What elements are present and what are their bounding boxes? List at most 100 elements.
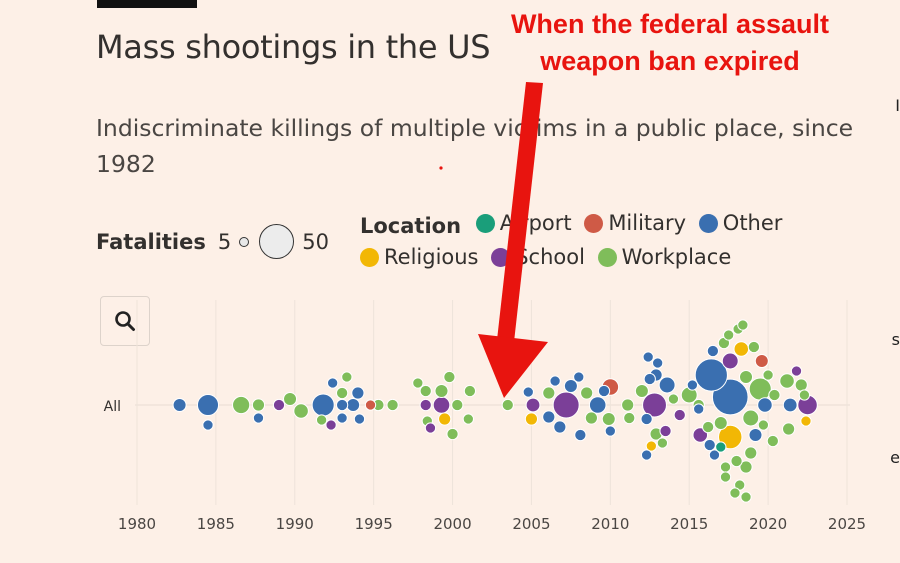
incident-point[interactable]	[658, 376, 676, 394]
incident-point[interactable]	[252, 412, 265, 424]
incident-point[interactable]	[522, 386, 534, 398]
incident-point[interactable]	[779, 373, 795, 389]
incident-point[interactable]	[757, 419, 770, 431]
incident-point[interactable]	[202, 419, 214, 431]
incident-point[interactable]	[748, 427, 763, 443]
incident-point[interactable]	[790, 365, 803, 377]
incident-point[interactable]	[693, 403, 705, 415]
incident-point[interactable]	[597, 384, 611, 398]
zoom-search-button[interactable]	[100, 296, 150, 346]
incident-point[interactable]	[443, 370, 456, 384]
incident-point[interactable]	[737, 319, 749, 331]
incident-point[interactable]	[782, 422, 796, 436]
incident-point[interactable]	[643, 372, 656, 386]
incident-point[interactable]	[438, 412, 452, 426]
incident-point[interactable]	[762, 369, 774, 381]
incident-point[interactable]	[621, 398, 635, 412]
incident-point[interactable]	[640, 449, 653, 461]
incident-point[interactable]	[739, 460, 753, 474]
incident-point[interactable]	[463, 384, 477, 398]
incident-point[interactable]	[325, 419, 337, 431]
incident-point[interactable]	[601, 411, 616, 427]
incident-point[interactable]	[719, 461, 732, 473]
incident-point[interactable]	[706, 344, 720, 358]
incident-point[interactable]	[283, 391, 298, 407]
incident-point[interactable]	[419, 398, 432, 412]
incident-point[interactable]	[293, 403, 309, 419]
incident-point[interactable]	[721, 352, 739, 370]
incident-point[interactable]	[640, 412, 653, 426]
incident-point[interactable]	[549, 375, 561, 387]
legend-item-military[interactable]: Military	[584, 208, 686, 239]
incident-point[interactable]	[742, 409, 760, 427]
incident-point[interactable]	[542, 410, 556, 424]
incident-point[interactable]	[703, 438, 716, 452]
incident-point[interactable]	[766, 434, 779, 448]
incident-point[interactable]	[667, 393, 680, 405]
incident-point[interactable]	[723, 329, 735, 341]
incident-point[interactable]	[232, 395, 251, 415]
incident-point[interactable]	[634, 383, 649, 399]
legend-item-other[interactable]: Other	[698, 208, 782, 239]
incident-point[interactable]	[800, 415, 812, 427]
incident-point[interactable]	[315, 414, 328, 426]
incident-point[interactable]	[311, 393, 335, 417]
incident-point[interactable]	[573, 371, 585, 383]
incident-point[interactable]	[351, 386, 365, 400]
incident-point[interactable]	[730, 454, 743, 468]
incident-point[interactable]	[768, 388, 781, 402]
incident-point[interactable]	[327, 377, 339, 389]
incident-point[interactable]	[715, 441, 727, 453]
incident-point[interactable]	[642, 392, 667, 418]
incident-point[interactable]	[434, 383, 449, 399]
incident-point[interactable]	[553, 420, 567, 434]
incident-point[interactable]	[782, 397, 798, 413]
incident-point[interactable]	[702, 420, 715, 434]
incident-point[interactable]	[563, 378, 578, 394]
incident-point[interactable]	[754, 353, 769, 369]
incident-point[interactable]	[552, 391, 580, 419]
incident-point[interactable]	[659, 424, 672, 438]
incident-point[interactable]	[740, 491, 752, 503]
incident-point[interactable]	[386, 398, 399, 412]
incident-point[interactable]	[748, 377, 772, 401]
incident-point[interactable]	[341, 371, 353, 383]
incident-point[interactable]	[673, 408, 686, 422]
incident-point[interactable]	[656, 437, 669, 449]
incident-point[interactable]	[744, 446, 758, 460]
incident-point[interactable]	[794, 378, 808, 392]
incident-point[interactable]	[757, 397, 773, 413]
incident-point[interactable]	[574, 428, 587, 442]
incident-point[interactable]	[747, 340, 761, 354]
incident-point[interactable]	[432, 396, 451, 414]
incident-point[interactable]	[335, 398, 349, 412]
legend-item-workplace[interactable]: Workplace	[597, 242, 731, 273]
incident-point[interactable]	[588, 396, 607, 414]
incident-point[interactable]	[604, 425, 616, 437]
incident-point[interactable]	[686, 379, 699, 391]
incident-point[interactable]	[719, 471, 732, 483]
incident-point[interactable]	[335, 386, 349, 400]
incident-point[interactable]	[446, 427, 459, 441]
incident-point[interactable]	[172, 397, 187, 413]
incident-point[interactable]	[584, 411, 598, 425]
incident-point[interactable]	[424, 422, 437, 434]
incident-point[interactable]	[462, 413, 474, 425]
incident-point[interactable]	[739, 369, 754, 385]
incident-point[interactable]	[525, 397, 541, 413]
incident-point[interactable]	[645, 440, 657, 452]
incident-point[interactable]	[196, 393, 220, 417]
incident-point[interactable]	[729, 487, 741, 499]
legend-item-school[interactable]: School	[491, 242, 585, 273]
incident-point[interactable]	[419, 384, 432, 398]
incident-point[interactable]	[623, 411, 636, 425]
incident-point[interactable]	[451, 398, 464, 412]
incident-point[interactable]	[542, 386, 556, 400]
incident-point[interactable]	[272, 398, 286, 412]
incident-point[interactable]	[652, 357, 664, 369]
incident-point[interactable]	[694, 358, 728, 392]
incident-point[interactable]	[713, 415, 728, 431]
incident-point[interactable]	[501, 398, 514, 412]
incident-point[interactable]	[336, 412, 348, 424]
incident-point[interactable]	[798, 389, 811, 401]
